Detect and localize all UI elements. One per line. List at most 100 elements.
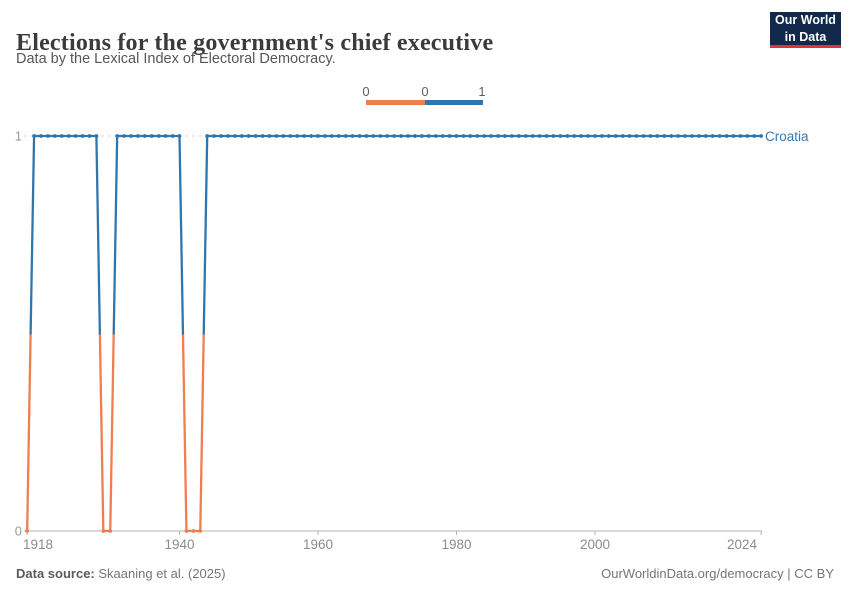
data-point-marker xyxy=(655,134,660,138)
legend-bin-0[interactable] xyxy=(366,100,425,105)
data-point-marker xyxy=(149,134,154,138)
data-point-marker xyxy=(212,134,217,138)
data-point-marker xyxy=(676,134,680,138)
data-point-marker xyxy=(156,134,161,138)
data-point-marker xyxy=(703,134,708,138)
data-point-marker xyxy=(606,134,611,138)
data-point-marker xyxy=(565,134,570,138)
data-point-marker xyxy=(239,134,244,138)
data-point-marker xyxy=(690,134,694,138)
data-point-marker xyxy=(759,134,764,138)
owid-logo[interactable]: Our World in Data xyxy=(770,12,841,48)
data-point-marker xyxy=(634,134,639,138)
data-point-marker xyxy=(52,134,57,138)
data-point-marker xyxy=(724,134,729,138)
data-point-marker xyxy=(177,134,182,138)
data-point-marker xyxy=(579,134,584,138)
data-point-marker xyxy=(226,134,230,138)
data-point-marker xyxy=(350,134,355,138)
data-point-marker xyxy=(447,134,452,138)
data-point-marker xyxy=(627,134,632,138)
data-point-marker xyxy=(669,134,674,138)
data-point-marker xyxy=(752,134,757,138)
data-point-marker xyxy=(260,134,265,138)
data-point-marker xyxy=(205,134,210,138)
chart-footer: Data source: Skaaning et al. (2025) OurW… xyxy=(16,566,834,581)
data-point-marker xyxy=(516,134,521,138)
data-point-marker xyxy=(433,134,438,138)
data-point-marker xyxy=(523,134,528,138)
data-point-marker xyxy=(267,134,272,138)
x-tick-label: 1940 xyxy=(164,537,194,552)
data-point-marker xyxy=(281,134,286,138)
data-point-marker xyxy=(385,134,390,138)
data-point-marker xyxy=(246,134,251,138)
data-point-marker xyxy=(129,134,133,138)
data-point-marker xyxy=(336,134,341,138)
data-point-marker xyxy=(586,134,590,138)
data-point-marker xyxy=(489,134,494,138)
data-point-marker xyxy=(745,134,750,138)
page-title: Elections for the government's chief exe… xyxy=(16,30,494,57)
data-point-marker xyxy=(399,134,403,138)
data-point-marker xyxy=(288,134,293,138)
data-point-marker xyxy=(496,134,500,138)
entity-label: Croatia xyxy=(765,129,809,144)
legend-label-min: 0 xyxy=(362,84,370,99)
data-point-marker xyxy=(475,134,480,138)
series-line-value-1 xyxy=(29,134,763,335)
data-point-marker xyxy=(219,134,223,138)
data-point-marker xyxy=(530,134,535,138)
owid-logo-line1: Our World xyxy=(775,13,836,28)
data-point-marker xyxy=(419,134,424,138)
data-point-marker xyxy=(170,134,175,138)
legend-label-max: 1 xyxy=(478,84,486,99)
data-point-marker xyxy=(593,134,597,138)
x-tick-label: 2024 xyxy=(727,537,758,552)
data-point-marker xyxy=(378,134,383,138)
legend-label-mid: 0 xyxy=(421,84,429,99)
x-tick-label: 1960 xyxy=(303,537,333,552)
color-legend: 0 0 1 xyxy=(360,84,490,106)
data-point-marker xyxy=(710,134,715,138)
data-point-marker xyxy=(600,134,604,138)
x-tick-label: 2000 xyxy=(580,537,610,552)
data-point-marker xyxy=(544,134,549,138)
data-point-marker xyxy=(613,134,618,138)
series-line-value-0 xyxy=(26,332,205,533)
data-point-marker xyxy=(136,134,140,138)
license-link[interactable]: OurWorldinData.org/democracy | CC BY xyxy=(601,566,834,581)
data-point-marker xyxy=(641,134,646,138)
x-tick-label: 1980 xyxy=(441,537,471,552)
legend-bin-1[interactable] xyxy=(425,100,483,105)
data-point-marker xyxy=(80,134,85,138)
data-point-marker xyxy=(364,134,369,138)
y-tick-label: 0 xyxy=(15,524,22,539)
data-point-marker xyxy=(253,134,258,138)
data-point-marker xyxy=(122,134,126,138)
data-point-marker xyxy=(731,134,736,138)
data-point-marker xyxy=(25,529,30,533)
data-source-link[interactable]: Skaaning et al. (2025) xyxy=(98,566,226,581)
data-point-marker xyxy=(738,134,743,138)
data-point-marker xyxy=(39,134,43,138)
data-point-marker xyxy=(558,134,563,138)
data-point-marker xyxy=(115,134,120,138)
data-point-marker xyxy=(163,134,168,138)
data-point-marker xyxy=(302,134,307,138)
data-point-marker xyxy=(551,134,556,138)
data-point-marker xyxy=(440,134,445,138)
data-point-marker xyxy=(66,134,71,138)
data-point-marker xyxy=(101,529,106,533)
data-point-marker xyxy=(184,529,189,533)
data-point-marker xyxy=(413,134,417,138)
chart-subtitle: Data by the Lexical Index of Electoral D… xyxy=(16,51,336,67)
data-point-marker xyxy=(274,134,279,138)
data-point-marker xyxy=(717,134,722,138)
data-point-marker xyxy=(108,529,113,533)
data-point-marker xyxy=(461,134,466,138)
data-point-marker xyxy=(32,134,36,138)
data-point-marker xyxy=(198,529,203,533)
